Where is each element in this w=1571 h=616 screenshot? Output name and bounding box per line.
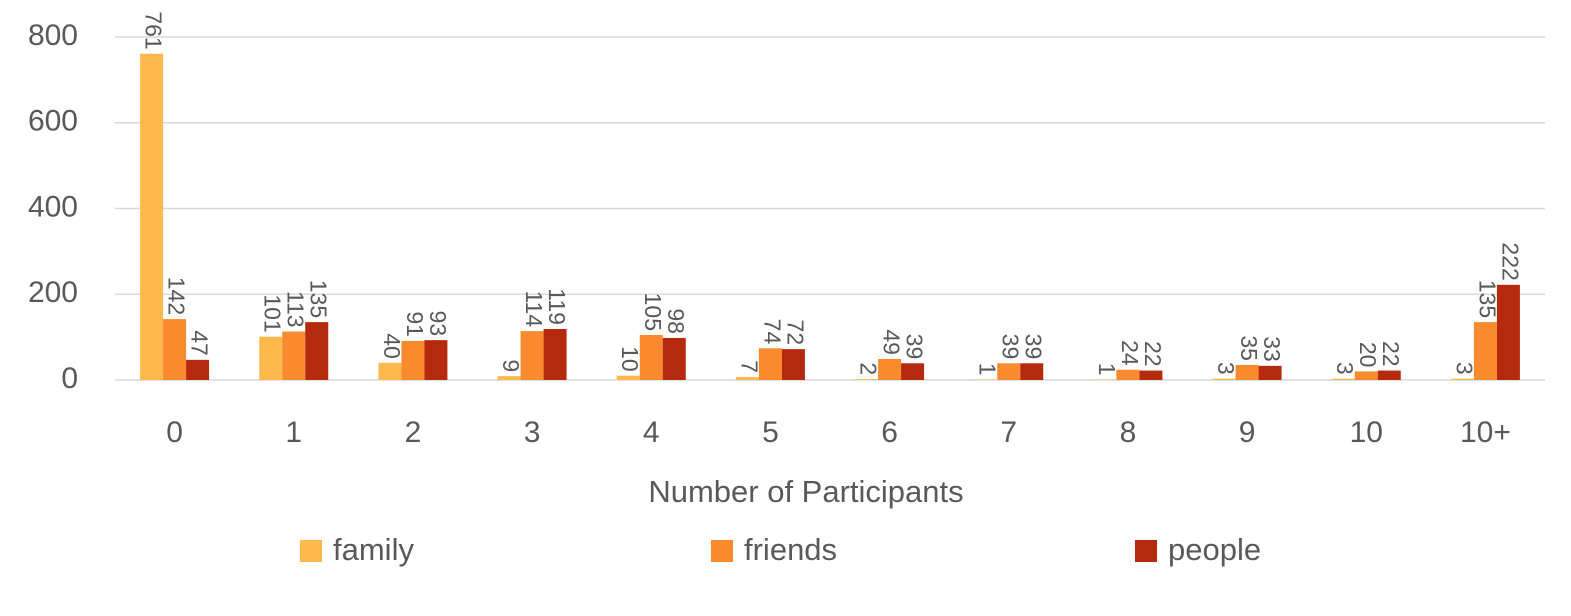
- bar: [543, 328, 567, 380]
- bar: [1473, 322, 1497, 380]
- x-tick-label: 5: [762, 416, 779, 449]
- data-label: 761: [141, 11, 167, 49]
- bar: [163, 319, 187, 380]
- data-label: 135: [306, 280, 332, 318]
- bar: [1139, 370, 1163, 380]
- legend-label: people: [1168, 532, 1261, 567]
- bar: [1258, 365, 1282, 380]
- bar: [305, 322, 329, 380]
- bar: [259, 336, 283, 380]
- y-tick-label: 400: [28, 190, 78, 223]
- data-label: 114: [521, 290, 547, 327]
- bar: [140, 53, 164, 380]
- bar: [662, 337, 686, 380]
- x-tick-label: 6: [881, 416, 898, 449]
- data-label: 39: [998, 334, 1024, 360]
- bar: [1496, 284, 1520, 380]
- bar: [997, 363, 1021, 380]
- data-label: 47: [187, 330, 213, 356]
- data-label: 3: [1451, 362, 1477, 375]
- data-label: 20: [1355, 342, 1381, 368]
- data-label: 22: [1140, 341, 1166, 367]
- data-label: 33: [1259, 336, 1285, 362]
- bar: [1354, 371, 1378, 380]
- data-label: 119: [544, 288, 570, 325]
- x-tick-label: 9: [1239, 416, 1256, 449]
- data-label: 35: [1236, 335, 1262, 361]
- data-label: 3: [1332, 362, 1358, 375]
- bar: [282, 331, 306, 380]
- data-label: 3: [1213, 362, 1239, 375]
- bar: [878, 358, 902, 380]
- data-label: 2: [856, 362, 882, 375]
- data-label: 72: [782, 320, 808, 346]
- x-tick-label: 4: [643, 416, 660, 449]
- x-tick-label: 10: [1350, 416, 1383, 449]
- bar: [378, 362, 402, 380]
- legend-label: friends: [744, 532, 837, 567]
- x-tick-label: 1: [285, 416, 302, 449]
- y-tick-label: 0: [61, 362, 78, 395]
- data-label: 135: [1474, 280, 1500, 318]
- data-label: 10: [617, 346, 643, 372]
- bar: [1331, 378, 1355, 380]
- data-label: 24: [1117, 340, 1143, 366]
- data-label: 39: [1021, 334, 1047, 360]
- x-axis-title: Number of Participants: [648, 474, 963, 509]
- y-tick-label: 600: [28, 105, 78, 138]
- data-label: 91: [402, 311, 428, 337]
- bar: [639, 334, 663, 380]
- y-tick-label: 800: [28, 19, 78, 52]
- data-label: 1: [1094, 363, 1120, 376]
- data-label: 1: [975, 363, 1001, 376]
- data-label: 105: [640, 293, 666, 331]
- bar: [735, 376, 759, 380]
- bar: [901, 363, 925, 380]
- bar: [1377, 370, 1401, 380]
- bar: [1116, 369, 1140, 380]
- data-label: 222: [1497, 242, 1523, 280]
- x-tick-label: 10+: [1460, 416, 1511, 449]
- bar: [855, 379, 879, 380]
- bar: [401, 340, 425, 380]
- x-tick-label: 8: [1120, 416, 1137, 449]
- bar: [186, 359, 210, 380]
- y-tick-label: 200: [28, 276, 78, 309]
- data-label: 98: [663, 308, 689, 334]
- bar: [1450, 378, 1474, 380]
- legend-swatch: [711, 540, 733, 562]
- data-label: 49: [879, 329, 905, 355]
- data-label: 142: [164, 277, 190, 315]
- legend-swatch: [1135, 540, 1157, 562]
- data-label: 93: [425, 311, 451, 337]
- data-label: 7: [736, 360, 762, 373]
- x-tick-label: 3: [524, 416, 541, 449]
- x-tick-label: 7: [1000, 416, 1017, 449]
- data-label: 39: [902, 334, 928, 360]
- bar: [758, 348, 782, 380]
- data-label: 74: [759, 319, 785, 345]
- bar: [497, 376, 521, 380]
- data-label: 101: [260, 294, 286, 332]
- bar: [616, 375, 640, 380]
- legend-label: family: [333, 532, 414, 567]
- bar: [781, 349, 805, 380]
- bar: [1020, 363, 1044, 380]
- bar: [424, 340, 448, 380]
- bar: [520, 331, 544, 380]
- data-label: 22: [1378, 341, 1404, 367]
- bar: [1212, 378, 1236, 380]
- data-label: 9: [498, 359, 524, 372]
- data-label: 40: [379, 333, 405, 359]
- bar: [1235, 364, 1259, 380]
- data-label: 113: [283, 291, 309, 328]
- x-tick-label: 0: [166, 416, 183, 449]
- x-tick-label: 2: [405, 416, 422, 449]
- legend-swatch: [300, 540, 322, 562]
